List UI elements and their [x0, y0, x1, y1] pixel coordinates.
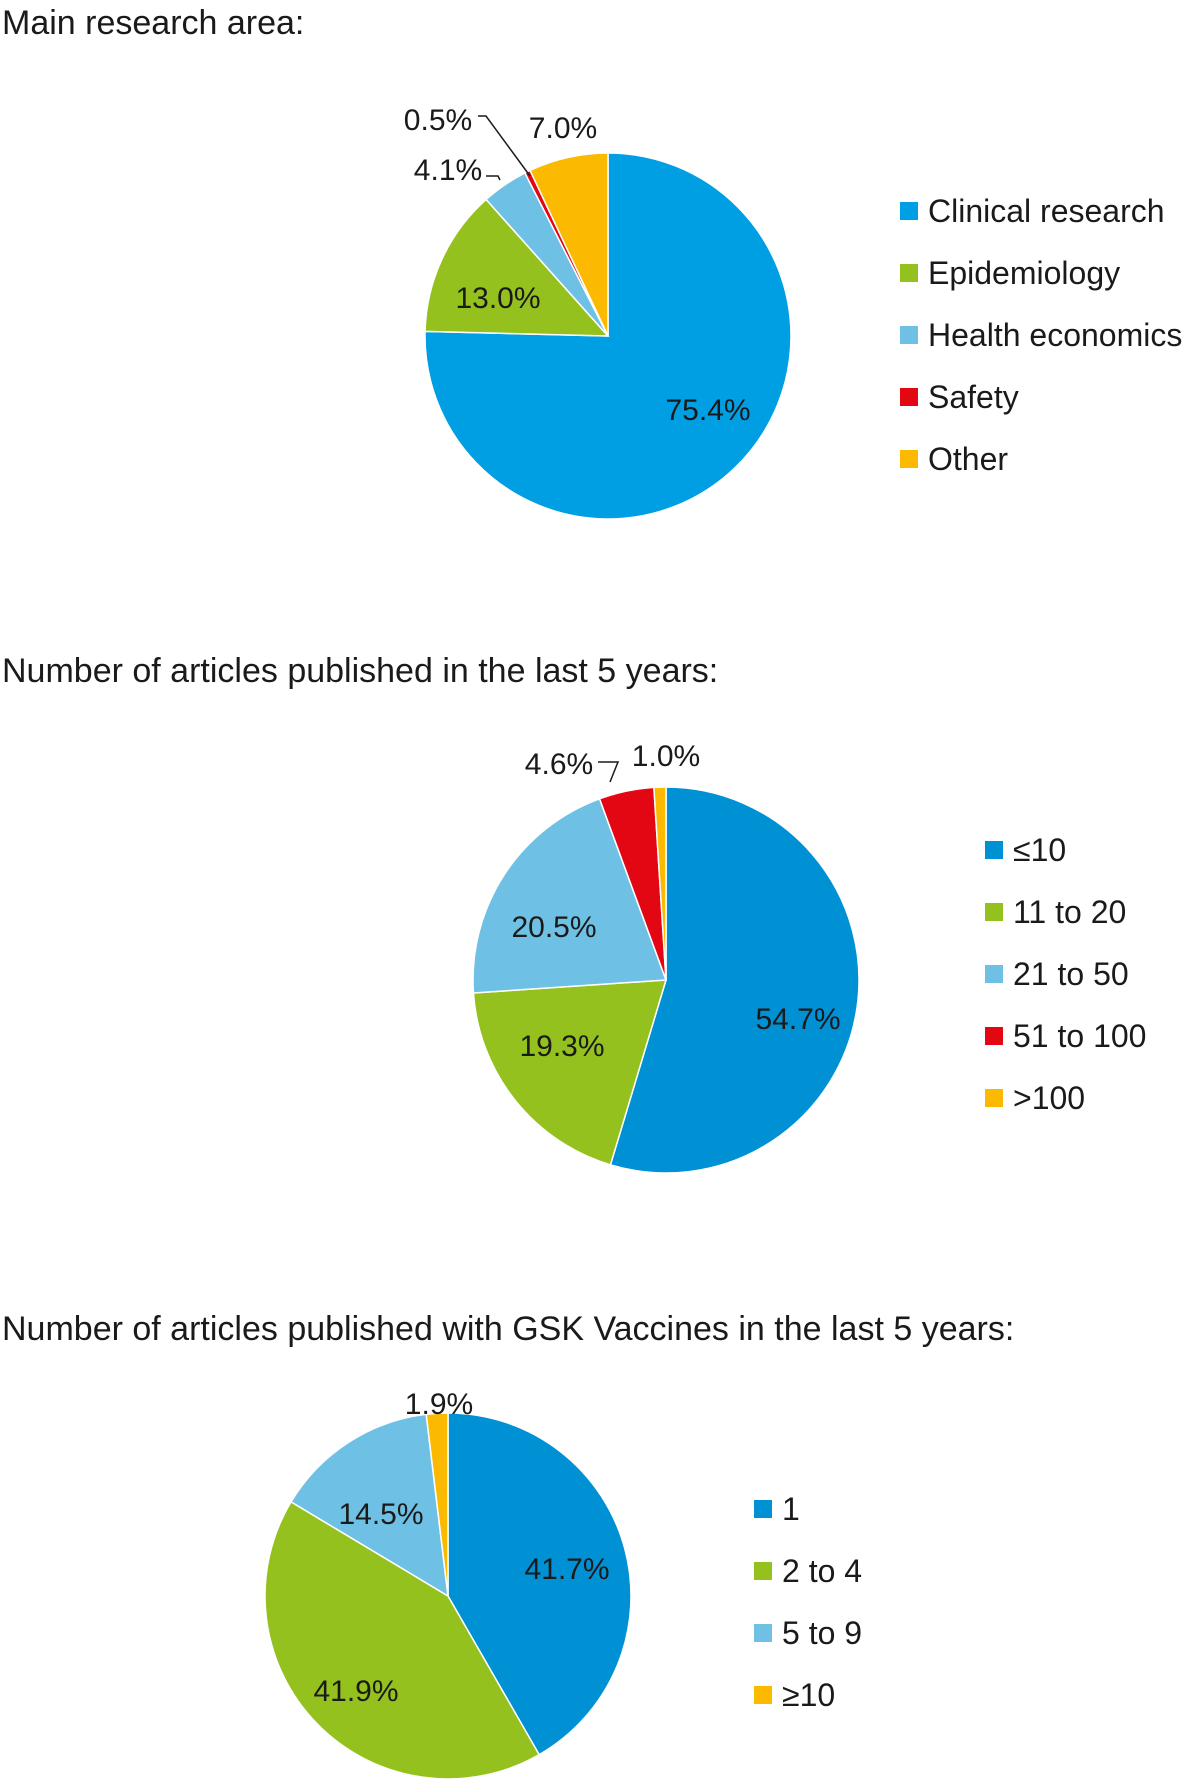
pie-slice-1: [472, 979, 668, 1166]
data-label: 75.4%: [665, 394, 750, 427]
data-label: 4.1%: [414, 154, 482, 187]
legend-label: ≤10: [1013, 831, 1067, 868]
legend-label: >100: [1013, 1079, 1086, 1116]
legend-label: 21 to 50: [1013, 955, 1129, 992]
leader-line: [478, 115, 531, 177]
data-label: 14.5%: [338, 1498, 423, 1531]
data-label: 20.5%: [511, 911, 596, 944]
data-label: 1.9%: [405, 1388, 473, 1421]
legend: ≤10 11 to 20 21 to 50 51 to 100 >100: [985, 819, 1146, 1129]
legend: Clinical research Epidemiology Health econ…: [900, 180, 1182, 490]
legend-swatch: [754, 1500, 772, 1518]
legend-label: Clinical research: [928, 192, 1165, 229]
legend-label: Epidemiology: [928, 254, 1121, 291]
legend-swatch: [985, 965, 1003, 983]
legend-item: 21 to 50: [985, 943, 1146, 1005]
pie-chart: 41.7% 41.9% 14.5% 1.9%: [264, 1388, 632, 1780]
pie-chart: 54.7% 19.3% 20.5% 4.6% 1.0%: [472, 740, 860, 1174]
chart-articles-with-gsk: Number of articles published with GSK Va…: [0, 1308, 1200, 1784]
data-label: 19.3%: [519, 1030, 604, 1063]
data-label: 4.6%: [525, 748, 593, 781]
legend-swatch: [985, 1027, 1003, 1045]
pie-slice-2: [290, 1413, 449, 1598]
legend-label: 51 to 100: [1013, 1017, 1147, 1054]
legend-swatch: [900, 202, 918, 220]
chart-title: Number of articles published with GSK Va…: [2, 1310, 1015, 1348]
pie-chart: 75.4% 13.0% 4.1% 0.5% 7.0%: [404, 104, 792, 520]
legend-label: ≥10: [782, 1676, 836, 1713]
pie-slice-0: [447, 1412, 632, 1756]
chart-title: Main research area:: [2, 4, 305, 42]
legend-item: 2 to 4: [754, 1540, 862, 1602]
legend-label: 2 to 4: [782, 1552, 863, 1589]
data-label: 7.0%: [529, 112, 597, 145]
legend-label: 11 to 20: [1013, 893, 1127, 930]
legend-swatch: [985, 841, 1003, 859]
legend-item: Health economics: [900, 304, 1182, 366]
data-label: 1.0%: [632, 740, 700, 773]
legend-item: 5 to 9: [754, 1602, 862, 1664]
legend-swatch: [754, 1686, 772, 1704]
data-label: 13.0%: [455, 282, 540, 315]
legend-label: Other: [928, 440, 1009, 477]
pie-slice-3: [425, 1412, 449, 1597]
legend-item: 1: [754, 1478, 862, 1540]
data-label: 41.9%: [313, 1675, 398, 1708]
legend-item: Safety: [900, 366, 1182, 428]
pie-slice-1: [424, 198, 610, 337]
chart-title: Number of articles published in the last…: [2, 652, 719, 690]
legend-item: Epidemiology: [900, 242, 1182, 304]
data-label: 0.5%: [404, 104, 472, 137]
pie-slice-0: [424, 152, 792, 520]
legend-item: ≥10: [754, 1664, 862, 1726]
legend-item: 51 to 100: [985, 1005, 1146, 1067]
pie-slice-4: [529, 152, 609, 337]
legend-item: >100: [985, 1067, 1146, 1129]
data-label: 54.7%: [755, 1003, 840, 1036]
legend-swatch: [900, 264, 918, 282]
pie-slice-4: [653, 786, 667, 981]
legend-label: 1: [782, 1490, 800, 1527]
legend-label: Safety: [928, 378, 1019, 415]
legend-item: ≤10: [985, 819, 1146, 881]
legend-swatch: [754, 1562, 772, 1580]
legend-swatch: [985, 903, 1003, 921]
legend-swatch: [985, 1089, 1003, 1107]
legend-item: Other: [900, 428, 1182, 490]
legend-swatch: [754, 1624, 772, 1642]
pie-slice-2: [472, 797, 668, 994]
pie-slice-0: [609, 786, 860, 1174]
legend-swatch: [900, 326, 918, 344]
legend-item: Clinical research: [900, 180, 1182, 242]
legend-swatch: [900, 450, 918, 468]
chart-articles-last-5-years: Number of articles published in the last…: [0, 650, 1200, 1210]
legend-swatch: [900, 388, 918, 406]
data-label: 41.7%: [524, 1553, 609, 1586]
chart-main-research-area: Main research area: 75.4% 13.0% 4.1% 0.5% 7.…: [0, 0, 1200, 560]
legend-label: Health economics: [928, 316, 1183, 353]
pie-slice-1: [264, 1500, 541, 1780]
leader-line: [598, 761, 620, 783]
leader-line: [486, 175, 501, 181]
legend-label: 5 to 9: [782, 1614, 863, 1651]
legend: 1 2 to 4 5 to 9 ≥10: [754, 1478, 862, 1726]
legend-item: 11 to 20: [985, 881, 1146, 943]
